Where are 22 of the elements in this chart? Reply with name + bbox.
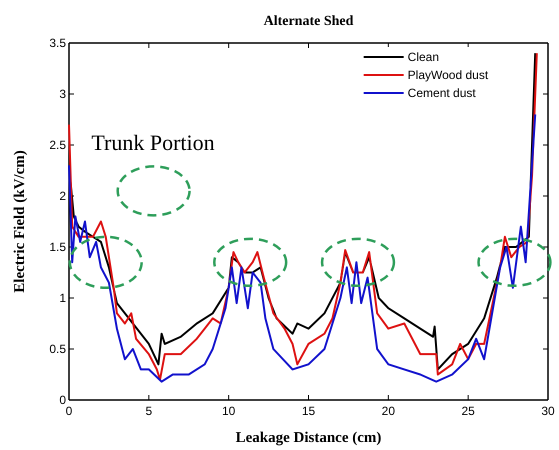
x-tick-label: 10	[222, 404, 236, 418]
x-tick-label: 30	[541, 404, 555, 418]
chart-title: Alternate Shed	[264, 14, 354, 29]
legend-label: Cement dust	[408, 86, 476, 100]
y-tick-label: 3	[59, 86, 66, 101]
legend-label: PlayWood dust	[408, 68, 489, 82]
x-axis-title: Leakage Distance (cm)	[236, 430, 382, 446]
line-series	[68, 113, 536, 383]
y-tick-label: 0.5	[49, 342, 66, 356]
annotation: Trunk Portion	[91, 130, 215, 156]
y-tick-label: 1	[59, 290, 66, 305]
y-tick-label: 2	[59, 188, 66, 203]
y-tick-label: 2.5	[49, 138, 66, 152]
x-tick-label: 25	[461, 404, 476, 418]
y-axis-title: Electric Field (kV/cm)	[12, 150, 28, 293]
y-tick-label: 3.5	[49, 36, 66, 50]
x-tick-label: 5	[145, 404, 152, 418]
legend-label: Clean	[408, 50, 440, 64]
x-tick-label: 15	[302, 404, 316, 418]
x-tick-label: 20	[382, 404, 396, 418]
y-tick-label: 1.5	[49, 240, 66, 254]
y-tick-label: 0	[59, 392, 66, 407]
